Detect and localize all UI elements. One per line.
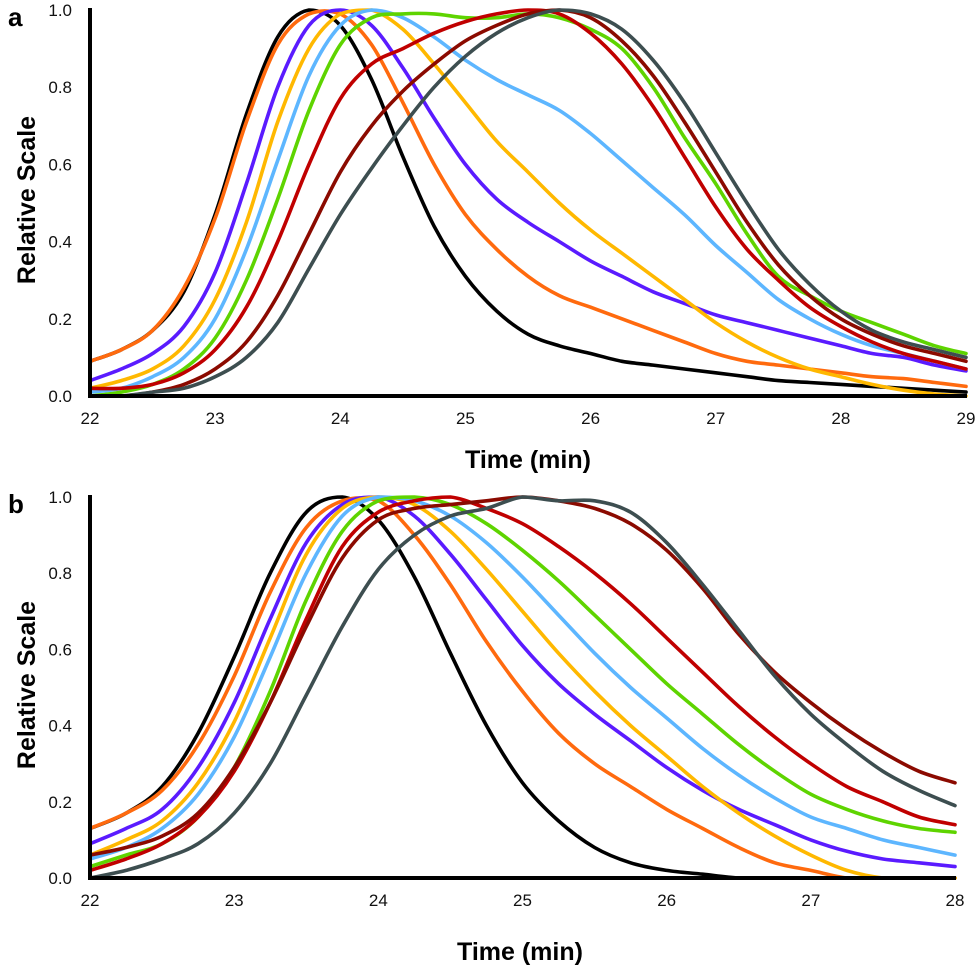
series-line-b-3 — [88, 495, 957, 869]
series-line-a-7 — [88, 8, 968, 391]
x-axis-title-b: Time (min) — [457, 938, 583, 966]
y-axis-title-a: Relative Scale — [13, 116, 41, 284]
x-tick-label: 22 — [81, 891, 100, 910]
y-tick-label: 0.6 — [48, 155, 72, 174]
series-line-b-4 — [88, 495, 957, 880]
x-tick-label: 27 — [706, 409, 725, 428]
series-line-a-5 — [88, 8, 968, 394]
x-tick-label: 26 — [657, 891, 676, 910]
y-tick-label: 0.2 — [48, 310, 72, 329]
y-tick-label: 0.4 — [48, 717, 72, 736]
series-line-a-8 — [88, 8, 968, 398]
series-line-a-1 — [88, 8, 968, 394]
x-tick-labels-a: 22 23 24 25 26 27 28 29 — [81, 409, 976, 428]
series-line-b-9 — [88, 495, 957, 880]
y-axis-title-b: Relative Scale — [13, 601, 41, 769]
x-tick-label: 28 — [831, 409, 850, 428]
y-tick-label: 0.2 — [48, 793, 72, 812]
x-tick-label: 26 — [581, 409, 600, 428]
series-line-b-6 — [88, 495, 957, 869]
panel-a: a 0.0 0.2 0.4 0.6 0.8 1.0 22 23 24 25 26 27 28 29 Ti… — [8, 1, 975, 474]
series-line-b-5 — [88, 495, 957, 861]
x-tick-label: 23 — [206, 409, 225, 428]
y-tick-label: 0.8 — [48, 564, 72, 583]
x-tick-label: 24 — [331, 409, 350, 428]
y-tick-label: 0.4 — [48, 233, 72, 252]
y-tick-label: 1.0 — [48, 1, 72, 20]
y-tick-label: 0.0 — [48, 869, 72, 888]
series-line-b-2 — [88, 496, 957, 880]
series-line-a-3 — [88, 8, 968, 383]
x-tick-label: 27 — [801, 891, 820, 910]
panel-letter-b: b — [8, 489, 24, 519]
series-line-a-4 — [88, 8, 968, 398]
y-tick-label: 0.6 — [48, 640, 72, 659]
x-tick-label: 24 — [369, 891, 388, 910]
y-tick-label: 1.0 — [48, 488, 72, 507]
y-tick-label: 0.8 — [48, 78, 72, 97]
y-tick-label: 0.0 — [48, 387, 72, 406]
panel-b: b 0.0 0.2 0.4 0.6 0.8 1.0 22 23 24 25 26 27 28 Time… — [8, 488, 964, 966]
x-axis-title-a: Time (min) — [465, 446, 591, 474]
x-tick-label: 25 — [513, 891, 532, 910]
series-layer-a — [88, 8, 968, 398]
x-tick-label: 29 — [957, 409, 976, 428]
series-line-b-7 — [88, 495, 957, 873]
series-layer-b — [88, 495, 957, 880]
y-tick-labels-b: 0.0 0.2 0.4 0.6 0.8 1.0 — [48, 488, 72, 888]
x-tick-label: 28 — [946, 891, 965, 910]
x-tick-label: 23 — [225, 891, 244, 910]
x-tick-label: 22 — [81, 409, 100, 428]
panel-letter-a: a — [8, 2, 23, 32]
x-tick-labels-b: 22 23 24 25 26 27 28 — [81, 891, 965, 910]
series-line-a-9 — [88, 8, 968, 398]
y-tick-labels-a: 0.0 0.2 0.4 0.6 0.8 1.0 — [48, 1, 72, 406]
x-tick-label: 25 — [456, 409, 475, 428]
